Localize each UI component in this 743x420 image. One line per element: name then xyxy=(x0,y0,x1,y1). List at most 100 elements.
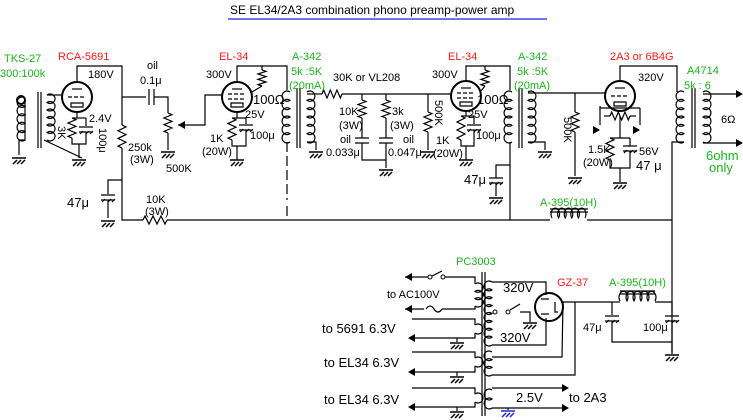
heater-el34-1-label: to EL34 6.3V xyxy=(324,355,399,370)
filament-winding-rect xyxy=(483,350,494,377)
interstage-1-primary xyxy=(281,90,291,144)
choke-2 xyxy=(618,290,657,303)
ground-icon xyxy=(450,376,464,384)
wire xyxy=(442,306,476,310)
rectifier-label: GZ-37 xyxy=(557,277,588,289)
output-transformer-label: A4714 xyxy=(687,65,719,77)
input-transformer-ratio: 300:100k xyxy=(0,68,46,80)
screen-resistor-1 xyxy=(256,69,268,87)
speaker-load: 6Ω xyxy=(721,114,735,126)
wire xyxy=(412,333,476,339)
tube-cathode xyxy=(230,102,244,108)
output-transformer-primary xyxy=(675,90,685,144)
filament-terminal-icon xyxy=(562,384,569,392)
decoupling-resistor-watt: (3W) xyxy=(145,206,169,218)
tube-gz37 xyxy=(534,292,564,322)
output-transformer-ratio: 5k : 6 xyxy=(684,80,711,92)
choke-label-2: A-395(10H) xyxy=(609,277,666,289)
decoupling-cap-47u xyxy=(101,194,115,201)
wire xyxy=(479,85,486,93)
tube-grid xyxy=(457,92,473,99)
ground-icon xyxy=(309,151,323,159)
ground-icon xyxy=(161,151,175,159)
filter-cap-1 xyxy=(605,315,619,322)
ac-terminal-icon xyxy=(405,305,412,313)
wire xyxy=(121,148,143,221)
heater-terminal-icon xyxy=(408,334,415,342)
interstage-transformer-2-label: A-342 xyxy=(518,51,547,63)
grid-resistor-500k-2 xyxy=(569,111,581,133)
switch-contact xyxy=(427,274,433,280)
ground-icon xyxy=(421,151,435,159)
decoupling-resistor-10k xyxy=(142,214,168,226)
cathode-resistor-2 xyxy=(455,115,467,141)
filament-arrow-icon xyxy=(633,126,640,134)
heater-el34-2-label: to EL34 6.3V xyxy=(324,392,399,407)
screen-resistor-2 xyxy=(479,69,491,87)
wire xyxy=(495,164,510,178)
volume-pot-500k: 500K xyxy=(166,163,192,175)
heater-terminal-icon xyxy=(408,403,415,411)
interstage-2-core xyxy=(518,88,523,148)
heater-5691-label: to 5691 6.3V xyxy=(322,321,396,336)
speaker-note-2: only xyxy=(709,160,733,175)
coupling-cap-0u1 xyxy=(148,89,155,105)
output-cathode-resistor-watt: (20W) xyxy=(583,157,613,169)
wire xyxy=(520,311,531,322)
ground-icon xyxy=(101,220,115,228)
heater-winding-el34-2 xyxy=(474,392,484,404)
series-resistor xyxy=(321,88,343,100)
ground-icon xyxy=(450,342,464,350)
coupling-cap-value: 0.1μ xyxy=(140,75,162,87)
cathode-resistor-1 xyxy=(226,117,238,141)
speaker-note-1: 6ohm xyxy=(706,148,739,163)
heater-winding-el34-1 xyxy=(474,356,484,368)
wire xyxy=(251,85,263,93)
ground-icon xyxy=(379,169,393,177)
filament-arrow-icon xyxy=(593,126,600,134)
choke-label-1: A-395(10H) xyxy=(540,197,597,209)
interstage-2-secondary xyxy=(527,90,537,144)
decoupling-resistor-10k: 10K xyxy=(146,194,166,206)
plate-resistor-250k xyxy=(116,124,128,149)
ground-icon xyxy=(230,159,244,167)
cathode-resistor-watt-1: (20W) xyxy=(202,146,232,158)
ac-terminal-icon xyxy=(405,273,412,281)
choke-2-core xyxy=(620,290,655,295)
wire xyxy=(465,111,475,124)
heater-terminal-icon xyxy=(408,368,415,376)
ground-icon xyxy=(523,322,537,330)
plate-voltage-300v-1: 300V xyxy=(206,69,232,81)
ground-icon xyxy=(72,159,86,167)
ac-input-label: to AC100V xyxy=(387,289,440,301)
wire xyxy=(528,141,546,150)
interstage-transformer-1-current: (20mA) xyxy=(289,80,325,92)
circuit-parts xyxy=(12,65,743,419)
eq-cap-1-type: oil xyxy=(340,134,351,146)
plate-resistor-250k: 250k xyxy=(128,142,152,154)
wire xyxy=(412,402,476,408)
standby-switch xyxy=(509,303,521,311)
interstage-transformer-1-ratio: 5k :5K xyxy=(291,66,323,78)
volume-pot xyxy=(162,112,174,134)
eq-cap-1 xyxy=(355,137,369,144)
eq-cap-1: 0.033μ xyxy=(326,147,360,159)
interstage-transformer-2-ratio: 5k :5K xyxy=(517,66,549,78)
wire xyxy=(445,276,476,284)
ground-icon xyxy=(459,159,473,167)
cathode-resistor-3k: 3K xyxy=(55,126,67,140)
eq-resistor-2 xyxy=(380,99,392,119)
wire xyxy=(107,179,122,194)
eq-cap-2-type: oil xyxy=(403,134,414,146)
ground-icon xyxy=(538,151,552,159)
decoupling-cap-47u: 47μ xyxy=(67,195,89,210)
wire xyxy=(178,94,222,126)
cathode-resistor-2: 1K xyxy=(436,135,450,147)
primary-winding xyxy=(473,282,484,308)
cathode-cap-100u: 100μ xyxy=(96,128,108,153)
ground-icon xyxy=(450,411,464,419)
interstage-1-core xyxy=(296,88,301,148)
interstage-2-primary xyxy=(503,90,513,144)
interstage-transformer-2-current: (20mA) xyxy=(514,80,550,92)
